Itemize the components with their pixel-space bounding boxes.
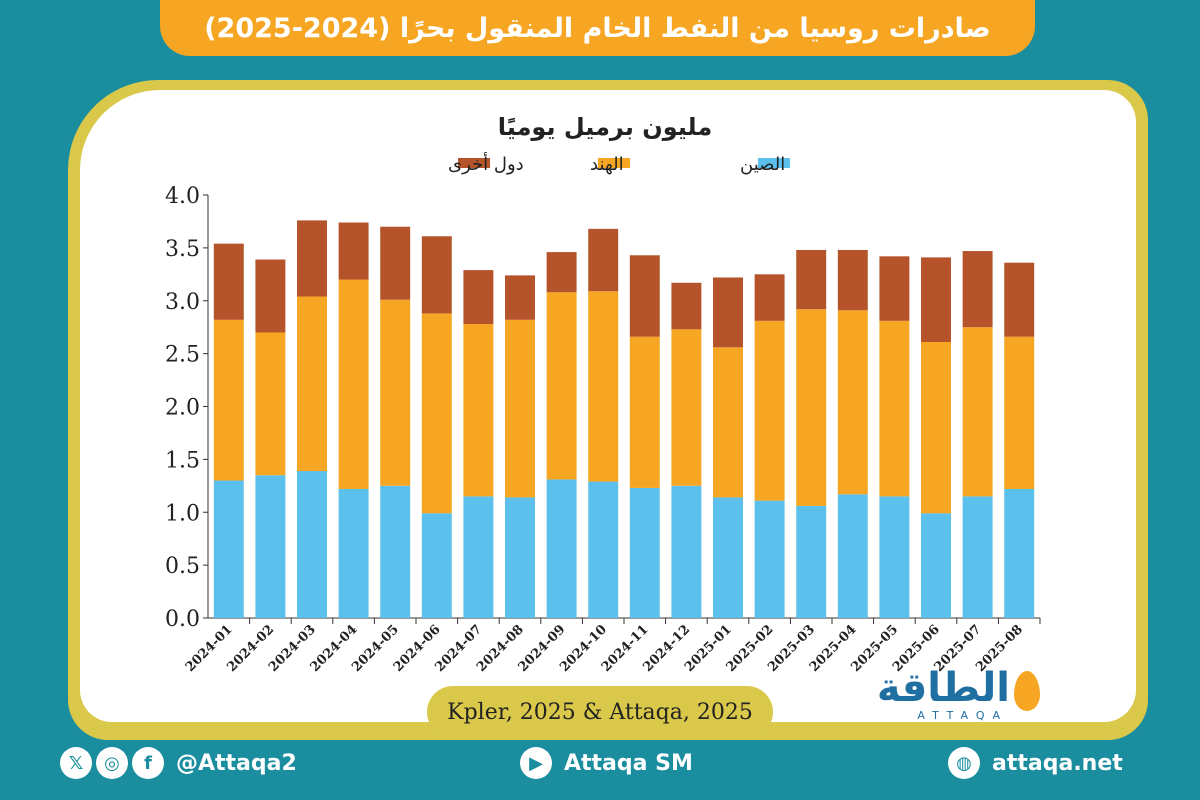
y-tick-label: 0.5	[165, 554, 200, 579]
footer-youtube: ▶ Attaqa SM	[520, 745, 693, 781]
bar-segment	[546, 252, 577, 293]
footer-social: 𝕏 ◎ f @Attaqa2	[60, 745, 297, 781]
logo-english: ATTAQA	[917, 709, 1008, 722]
source-label: Kpler, 2025 & Attaqa, 2025	[427, 686, 773, 738]
bar-segment	[671, 329, 702, 486]
legend-label: دول أخرى	[448, 152, 524, 175]
footer-website: ◍ attaqa.net	[948, 745, 1123, 781]
bar-segment	[962, 327, 993, 497]
legend: الصين الهند دول أخرى	[448, 152, 790, 175]
bar-segment	[754, 500, 785, 618]
bar-segment	[213, 480, 244, 618]
bar-segment	[629, 255, 660, 337]
youtube-icon[interactable]: ▶	[520, 747, 552, 779]
source-text: Kpler, 2025 & Attaqa, 2025	[447, 699, 753, 725]
y-tick-label: 4.0	[165, 184, 200, 209]
bar-segment	[380, 485, 411, 618]
drop-icon	[1014, 671, 1040, 711]
bar-segment	[588, 481, 619, 618]
bar-segment	[505, 319, 535, 498]
y-tick-label: 2.5	[165, 343, 200, 368]
bar-segment	[754, 274, 785, 321]
website-link[interactable]: attaqa.net	[992, 750, 1123, 776]
y-tick-label: 3.0	[165, 290, 200, 315]
bar-segment	[671, 485, 702, 618]
social-handle[interactable]: @Attaqa2	[176, 750, 297, 776]
youtube-handle[interactable]: Attaqa SM	[564, 750, 693, 776]
bar-segment	[380, 226, 411, 300]
bar-segment	[213, 319, 244, 481]
bar-segment	[505, 275, 535, 320]
chart-title: مليون برميل يوميًا	[498, 113, 712, 141]
bar-segment	[837, 249, 868, 311]
bar-segment	[879, 320, 910, 497]
bar-segment	[671, 282, 702, 330]
bar-segment	[255, 332, 286, 476]
bar-segment	[921, 513, 951, 618]
bar-segment	[713, 347, 743, 498]
bar-segment	[837, 310, 868, 495]
bar-segment	[921, 341, 951, 514]
y-tick-label: 1.0	[165, 501, 200, 526]
bar-segment	[297, 471, 327, 618]
bar-segment	[754, 320, 785, 501]
bar-segment	[546, 479, 577, 618]
legend-swatch	[598, 158, 630, 168]
bar-segment	[297, 220, 327, 297]
legend-swatch	[758, 158, 790, 168]
bar-segment	[962, 251, 993, 328]
bar-segment	[796, 505, 827, 618]
legend-swatch	[458, 158, 490, 168]
bar-segment	[879, 496, 910, 618]
bar-segment	[421, 236, 452, 314]
page-title: صادرات روسيا من النفط الخام المنقول بحرً…	[204, 12, 991, 44]
bar-segment	[297, 296, 327, 472]
legend-label: الصين	[740, 154, 785, 175]
bar-segment	[338, 488, 369, 618]
bar-segment	[837, 494, 868, 618]
bar-segment	[796, 309, 827, 506]
bar-segment	[1004, 488, 1035, 618]
bar-segment	[380, 299, 411, 486]
bar-segment	[338, 279, 369, 489]
attaqa-logo: الطاقة ATTAQA	[870, 665, 1040, 725]
y-tick-label: 1.5	[165, 448, 200, 473]
y-tick-label: 2.0	[165, 396, 200, 421]
bar-segment	[962, 496, 993, 618]
facebook-icon[interactable]: f	[132, 747, 164, 779]
bar-segment	[255, 259, 286, 333]
bar-segment	[1004, 336, 1035, 489]
bar-segment	[879, 256, 910, 321]
bar-segment	[463, 496, 494, 618]
instagram-icon[interactable]: ◎	[96, 747, 128, 779]
x-icon[interactable]: 𝕏	[60, 747, 92, 779]
bar-segment	[421, 313, 452, 514]
bar-segment	[629, 336, 660, 488]
bar-segment	[213, 243, 244, 320]
bar-segment	[546, 292, 577, 480]
bar-segment	[921, 257, 951, 342]
bar-segment	[713, 277, 743, 348]
bar-segment	[255, 475, 286, 618]
bar-segment	[463, 324, 494, 497]
y-tick-label: 3.5	[165, 237, 200, 262]
logo-arabic: الطاقة	[876, 665, 1010, 711]
bar-segment	[629, 487, 660, 618]
bar-segment	[588, 291, 619, 482]
bar-segment	[505, 497, 535, 618]
legend-label: الهند	[590, 154, 624, 175]
title-banner: صادرات روسيا من النفط الخام المنقول بحرً…	[160, 0, 1035, 56]
y-tick-label: 0.0	[165, 607, 200, 632]
bar-segment	[463, 270, 494, 325]
bar-segment	[421, 513, 452, 618]
bars	[213, 220, 1035, 618]
bar-segment	[1004, 262, 1035, 337]
bar-segment	[338, 222, 369, 280]
bar-segment	[713, 497, 743, 618]
bar-segment	[796, 249, 827, 310]
globe-icon[interactable]: ◍	[948, 747, 980, 779]
bar-segment	[588, 228, 619, 292]
